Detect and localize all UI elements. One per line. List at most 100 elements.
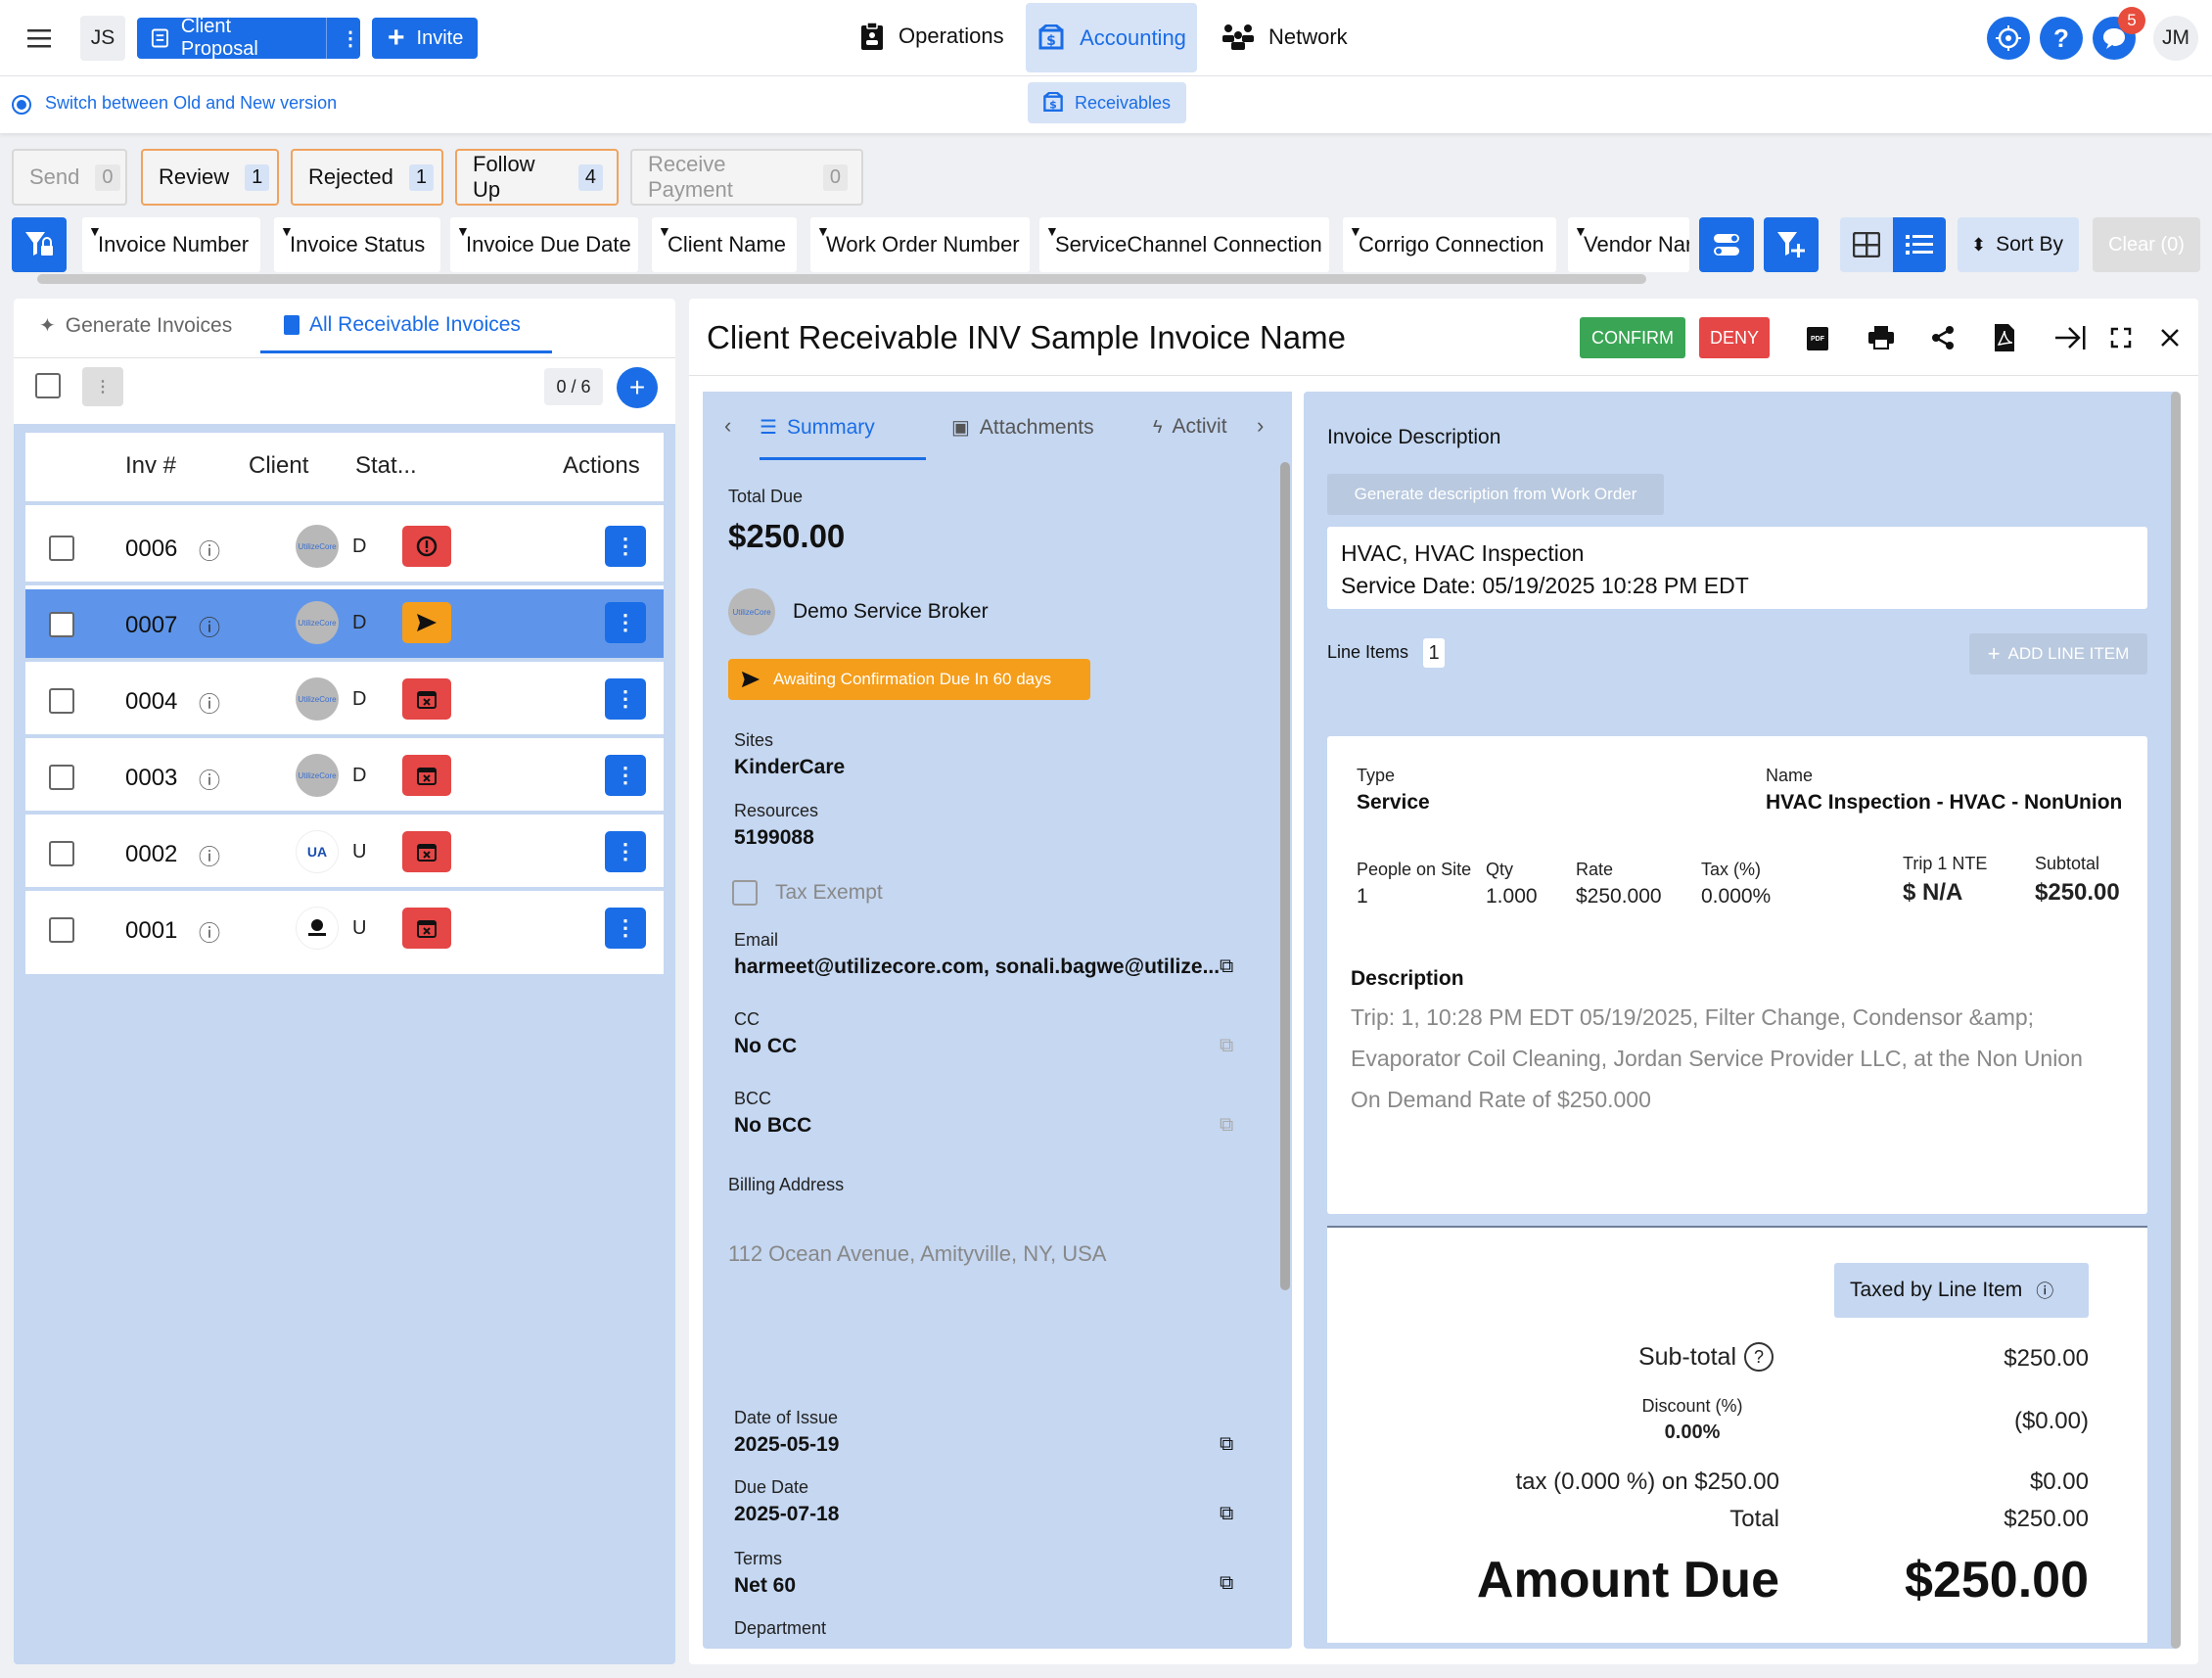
tab-generate-invoices[interactable]: ✦ Generate Invoices — [39, 313, 232, 338]
filter-chip-invoice-number[interactable]: ▼ Invoice Number — [82, 217, 260, 272]
column-header-client[interactable]: Client — [249, 452, 309, 479]
help-icon[interactable]: ? — [2040, 17, 2083, 60]
add-line-item-button[interactable]: + ADD LINE ITEM — [1969, 633, 2147, 675]
row-actions-button[interactable]: ⋮ — [605, 755, 646, 796]
status-alert-button[interactable] — [402, 526, 451, 567]
status-overdue-button[interactable] — [402, 908, 451, 949]
close-icon[interactable] — [2159, 327, 2181, 349]
generate-description-button[interactable]: Generate description from Work Order — [1327, 474, 1664, 515]
tax-exempt-checkbox[interactable] — [732, 880, 758, 906]
info-icon[interactable]: ⓘ — [199, 845, 221, 869]
invite-button[interactable]: + Invite — [372, 18, 478, 59]
info-icon[interactable]: ⓘ — [199, 769, 221, 793]
toggle-view-button[interactable] — [1699, 217, 1754, 272]
row-checkbox[interactable] — [49, 765, 74, 790]
nav-operations[interactable]: Operations — [859, 22, 1004, 51]
invoice-scrollbar[interactable] — [2171, 392, 2181, 1649]
table-row[interactable]: 0004 ⓘ UtilizeCore D ⋮ — [25, 666, 664, 738]
help-icon[interactable]: ? — [1744, 1342, 1774, 1372]
filter-chip-corrigo[interactable]: ▼ Corrigo Connection — [1343, 217, 1556, 272]
table-row[interactable]: 0002 ⓘ UA U ⋮ — [25, 818, 664, 891]
pin-icon[interactable]: ▼ — [456, 223, 470, 239]
tab-summary[interactable]: ☰ Summary — [760, 415, 875, 440]
copy-icon[interactable]: ⧉ — [1220, 1572, 1234, 1594]
row-actions-button[interactable]: ⋮ — [605, 908, 646, 949]
row-actions-button[interactable]: ⋮ — [605, 678, 646, 720]
status-overdue-button[interactable] — [402, 755, 451, 796]
collapse-right-icon[interactable] — [2053, 325, 2087, 350]
copy-icon[interactable]: ⧉ — [1220, 1114, 1234, 1136]
copy-icon[interactable]: ⧉ — [1220, 1035, 1234, 1056]
stage-follow-up[interactable]: Follow Up 4 — [455, 149, 619, 206]
filter-chip-work-order-number[interactable]: ▼ Work Order Number — [810, 217, 1030, 272]
pdf-file-icon[interactable] — [1993, 323, 2016, 352]
row-checkbox[interactable] — [49, 688, 74, 714]
copy-icon[interactable]: ⧉ — [1220, 1433, 1234, 1455]
pin-icon[interactable]: ▼ — [88, 223, 102, 239]
status-sent-button[interactable] — [402, 602, 451, 643]
pin-icon[interactable]: ▼ — [816, 223, 830, 239]
nav-network[interactable]: Network — [1221, 23, 1348, 51]
taxed-by-line-item-button[interactable]: Taxed by Line Item ⓘ — [1834, 1263, 2089, 1318]
add-invoice-button[interactable]: + — [617, 367, 658, 408]
receivables-tab[interactable]: $ Receivables — [1028, 82, 1186, 123]
info-icon[interactable]: ⓘ — [199, 692, 221, 717]
row-actions-button[interactable]: ⋮ — [605, 831, 646, 872]
copy-icon[interactable]: ⧉ — [1220, 956, 1234, 977]
info-icon[interactable]: ⓘ — [199, 539, 221, 564]
pdf-icon[interactable]: PDF — [1807, 327, 1828, 350]
status-overdue-button[interactable] — [402, 831, 451, 872]
horizontal-scrollbar[interactable] — [37, 274, 1646, 284]
stage-receive-payment[interactable]: Receive Payment 0 — [630, 149, 863, 206]
avatar[interactable]: JM — [2153, 16, 2198, 61]
filter-chip-client-name[interactable]: ▼ Client Name — [652, 217, 797, 272]
pin-icon[interactable]: ▼ — [1349, 223, 1362, 239]
copy-icon[interactable]: ⧉ — [1220, 1503, 1234, 1524]
client-proposal-button[interactable]: Client Proposal ⋮ — [137, 16, 360, 60]
pin-icon[interactable]: ▼ — [658, 223, 671, 239]
user-initials-button[interactable]: JS — [80, 16, 125, 61]
table-row[interactable]: 0003 ⓘ UtilizeCore D ⋮ — [25, 742, 664, 815]
row-checkbox[interactable] — [49, 612, 74, 637]
tab-activity[interactable]: ϟ Activit — [1153, 415, 1227, 439]
info-icon[interactable]: ⓘ — [199, 616, 221, 640]
tabs-next-icon[interactable]: › — [1257, 413, 1265, 438]
kebab-icon[interactable]: ⋮ — [326, 18, 360, 59]
filter-lock-button[interactable] — [12, 217, 67, 272]
tab-all-receivable-invoices[interactable]: All Receivable Invoices — [284, 313, 521, 337]
filter-chip-servicechannel[interactable]: ▼ ServiceChannel Connection — [1039, 217, 1329, 272]
row-actions-button[interactable]: ⋮ — [605, 602, 646, 643]
row-checkbox[interactable] — [49, 536, 74, 561]
add-filter-button[interactable] — [1764, 217, 1819, 272]
clear-filters-button[interactable]: Clear (0) — [2093, 217, 2200, 272]
grid-view-button[interactable] — [1840, 217, 1893, 272]
crosshair-icon[interactable] — [1987, 17, 2030, 60]
column-header-status[interactable]: Stat... — [355, 452, 417, 479]
info-icon[interactable]: ⓘ — [199, 921, 221, 946]
fullscreen-icon[interactable] — [2110, 327, 2132, 349]
row-checkbox[interactable] — [49, 841, 74, 866]
bulk-actions-kebab[interactable]: ⋮ — [82, 367, 123, 406]
tabs-prev-icon[interactable]: ‹ — [724, 413, 732, 438]
stage-rejected[interactable]: Rejected 1 — [291, 149, 443, 206]
print-icon[interactable] — [1867, 325, 1895, 350]
radio-icon[interactable] — [12, 95, 31, 115]
tab-attachments[interactable]: ▣ Attachments — [951, 415, 1094, 440]
sort-by-button[interactable]: ⬍ Sort By — [1958, 217, 2079, 272]
pin-icon[interactable]: ▼ — [1574, 223, 1588, 239]
nav-accounting[interactable]: $ Accounting — [1026, 3, 1197, 72]
summary-scrollbar[interactable] — [1280, 462, 1290, 1290]
filter-chip-vendor[interactable]: ▼ Vendor Nar — [1568, 217, 1689, 272]
confirm-button[interactable]: CONFIRM — [1580, 317, 1685, 358]
switch-version-link[interactable]: Switch between Old and New version — [45, 93, 338, 113]
row-checkbox[interactable] — [49, 917, 74, 943]
stage-send[interactable]: Send 0 — [12, 149, 127, 206]
pin-icon[interactable]: ▼ — [1045, 223, 1059, 239]
status-overdue-button[interactable] — [402, 678, 451, 720]
select-all-checkbox[interactable] — [35, 373, 61, 398]
table-row-selected[interactable]: 0007 ⓘ UtilizeCore D ⋮ — [25, 589, 664, 662]
list-view-button[interactable] — [1893, 217, 1946, 272]
filter-chip-invoice-status[interactable]: ▼ Invoice Status — [274, 217, 440, 272]
deny-button[interactable]: DENY — [1699, 317, 1770, 358]
stage-review[interactable]: Review 1 — [141, 149, 279, 206]
